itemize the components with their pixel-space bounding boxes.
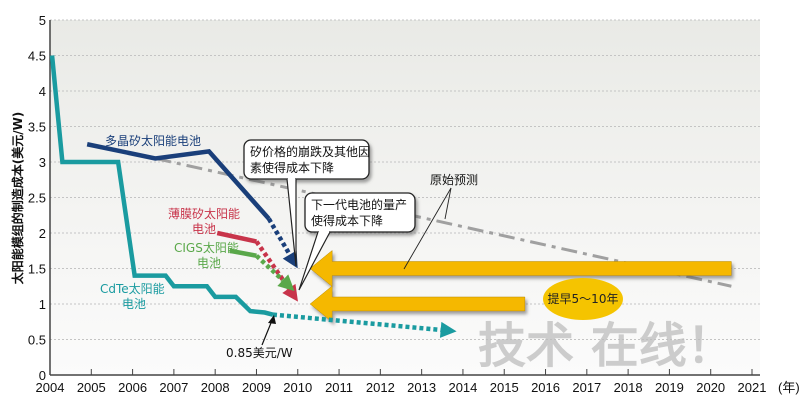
x-tick-label: 2019 bbox=[655, 380, 684, 395]
callout-box bbox=[243, 139, 370, 180]
callout-2-line1: 下一代电池的量产 bbox=[311, 197, 407, 212]
y-tick-label: 3 bbox=[39, 155, 46, 170]
x-tick-label: 2016 bbox=[531, 380, 560, 395]
label-cdte-1: CdTe太阳能 bbox=[100, 281, 165, 296]
x-tick-label: 2006 bbox=[118, 380, 147, 395]
series-arrowhead-cigs bbox=[277, 274, 295, 292]
series-line-cdte bbox=[49, 55, 274, 317]
yellow-arrows bbox=[309, 249, 732, 323]
series-line-cigs bbox=[229, 248, 257, 258]
series-arrowhead-cdte bbox=[439, 321, 457, 338]
callout-next-gen: 下一代电池的量产 使得成本下降 bbox=[298, 192, 416, 291]
label-cigs-2: 电池 bbox=[197, 256, 221, 270]
x-tick-label: 2017 bbox=[572, 380, 601, 395]
label-thin-film-2: 电池 bbox=[192, 222, 216, 236]
y-axis-label: 太阳能模组的制造成本(美元/W) bbox=[10, 112, 25, 285]
callout-1-line1: 矽价格的崩跌及其他因 bbox=[250, 144, 370, 159]
x-tick-label: 2015 bbox=[490, 380, 519, 395]
forecast-pointer-2 bbox=[403, 187, 452, 270]
x-tick-label: 2009 bbox=[242, 380, 271, 395]
series-arrowhead-polysilicon bbox=[282, 250, 298, 269]
callout-pointer bbox=[286, 178, 297, 267]
series-projection-cdte bbox=[272, 312, 441, 333]
series-group bbox=[49, 55, 457, 338]
x-tick-label: 2010 bbox=[283, 380, 312, 395]
forecast-pointer-1 bbox=[444, 187, 452, 220]
series-arrowhead-thin-film bbox=[282, 283, 298, 302]
label-thin-film-1: 薄膜矽太阳能 bbox=[168, 206, 240, 221]
y-tick-label: 2.5 bbox=[28, 191, 46, 206]
x-tick-label: 2004 bbox=[36, 380, 65, 395]
label-cdte-2: 电池 bbox=[122, 297, 146, 311]
y-tick-label: 1.5 bbox=[28, 262, 46, 277]
callout-silicon-price: 矽价格的崩跌及其他因 素使得成本下降 bbox=[243, 139, 370, 267]
x-tick-label: 2008 bbox=[201, 380, 230, 395]
x-axis-label: (年) bbox=[778, 380, 800, 395]
label-cigs-1: CIGS太阳能 bbox=[174, 240, 239, 255]
watermark: 技术 在线！ bbox=[478, 318, 735, 374]
yellow-arrow-2 bbox=[309, 285, 526, 323]
x-tick-label: 2011 bbox=[325, 380, 353, 395]
x-tick-label: 2012 bbox=[366, 380, 395, 395]
y-tick-label: 4 bbox=[39, 84, 46, 99]
ellipse-label: 提早5～10年 bbox=[548, 291, 619, 306]
series-projection-cigs bbox=[254, 254, 285, 282]
callout-pointer bbox=[298, 231, 331, 291]
cdte-price-arrowhead bbox=[268, 315, 276, 324]
yellow-arrow-1 bbox=[309, 249, 732, 288]
x-tick-label: 2005 bbox=[77, 380, 106, 395]
x-ticks: 2004 2005 2006 2007 2008 2009 2010 2011 2012 2013… bbox=[36, 369, 800, 395]
x-tick-label: 2013 bbox=[407, 380, 436, 395]
original-forecast-label: 原始预测 bbox=[430, 173, 478, 187]
x-tick-label: 2014 bbox=[448, 380, 477, 395]
series-line-polysilicon bbox=[86, 142, 271, 221]
y-tick-label: 4.5 bbox=[28, 49, 46, 64]
callout-box bbox=[304, 192, 416, 233]
y-ticks: 0 0.5 1 1.5 2 2.5 3 3.5 4 4.5 5 bbox=[28, 13, 46, 383]
x-tick-label: 2021 bbox=[738, 380, 767, 395]
x-tick-label: 2007 bbox=[159, 380, 188, 395]
y-tick-label: 5 bbox=[39, 13, 46, 28]
cdte-price-label: 0.85美元/W bbox=[226, 346, 293, 360]
callout-1-line2: 素使得成本下降 bbox=[250, 160, 334, 175]
series-line-thin-film bbox=[216, 230, 257, 244]
series-projection-thin-film bbox=[254, 240, 291, 290]
y-tick-label: 1 bbox=[39, 297, 46, 312]
y-tick-label: 0 bbox=[39, 368, 46, 383]
watermark-text: 技术 在线！ bbox=[478, 318, 735, 374]
y-tick-label: 3.5 bbox=[28, 120, 46, 135]
x-tick-label: 2020 bbox=[696, 380, 725, 395]
callout-2-line2: 使得成本下降 bbox=[311, 213, 383, 228]
ellipse-badge bbox=[543, 278, 623, 320]
x-tick-label: 2018 bbox=[614, 380, 643, 395]
y-tick-label: 0.5 bbox=[28, 333, 46, 348]
label-polysilicon: 多晶矽太阳能电池 bbox=[105, 133, 201, 148]
y-tick-label: 2 bbox=[39, 226, 46, 241]
